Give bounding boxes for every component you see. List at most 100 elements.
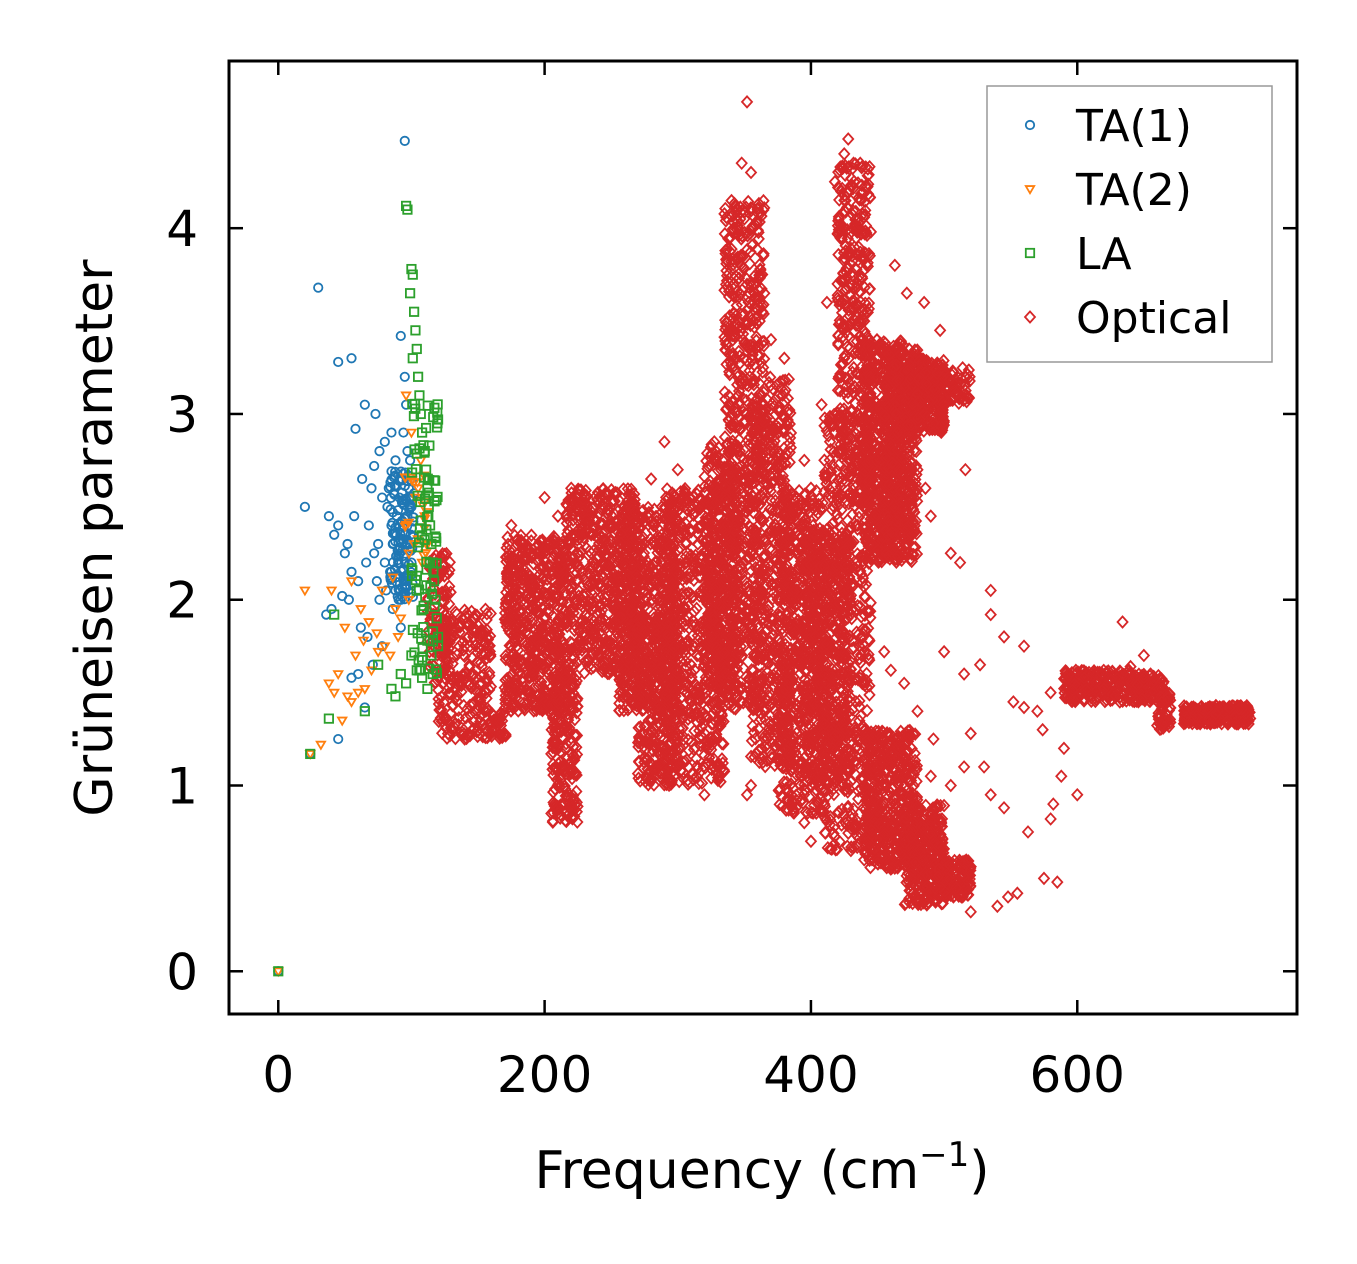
data-point bbox=[503, 552, 516, 567]
data-point bbox=[550, 735, 564, 749]
data-point bbox=[548, 682, 561, 697]
data-point bbox=[493, 708, 506, 723]
data-point bbox=[593, 516, 606, 531]
data-point bbox=[533, 674, 547, 688]
data-point bbox=[527, 681, 540, 696]
data-point bbox=[503, 590, 516, 605]
data-point bbox=[611, 562, 625, 577]
data-point bbox=[567, 495, 580, 509]
data-point bbox=[446, 622, 459, 637]
data-point bbox=[515, 653, 529, 668]
data-point bbox=[548, 535, 561, 549]
data-point bbox=[593, 647, 606, 662]
data-point bbox=[470, 670, 483, 684]
data-point bbox=[570, 556, 583, 570]
data-point bbox=[459, 616, 473, 631]
data-point bbox=[606, 550, 620, 565]
data-point bbox=[475, 647, 488, 661]
data-point bbox=[471, 654, 484, 669]
data-point bbox=[442, 680, 456, 695]
data-point bbox=[437, 604, 450, 619]
data-point bbox=[559, 684, 573, 699]
data-point bbox=[516, 567, 530, 582]
data-point bbox=[486, 707, 499, 722]
data-point bbox=[541, 697, 555, 711]
data-point bbox=[588, 585, 602, 600]
data-point bbox=[608, 494, 621, 508]
data-point bbox=[596, 579, 609, 593]
data-point bbox=[438, 569, 451, 583]
data-point bbox=[562, 523, 575, 538]
data-point bbox=[585, 595, 599, 610]
data-point bbox=[604, 559, 617, 573]
data-point bbox=[509, 684, 523, 699]
data-point bbox=[624, 496, 638, 510]
data-point bbox=[515, 632, 528, 647]
data-point bbox=[524, 684, 537, 699]
data-point bbox=[471, 729, 484, 744]
data-point bbox=[460, 631, 474, 646]
data-point bbox=[564, 573, 577, 588]
data-point bbox=[537, 634, 551, 649]
data-point bbox=[604, 518, 617, 532]
data-point bbox=[457, 698, 470, 713]
data-point bbox=[597, 544, 611, 559]
data-point bbox=[518, 596, 531, 611]
data-point bbox=[570, 740, 583, 755]
data-point bbox=[616, 506, 629, 520]
data-point bbox=[569, 599, 583, 614]
data-point bbox=[446, 698, 459, 713]
data-point bbox=[599, 661, 612, 676]
data-point bbox=[572, 624, 586, 639]
data-point bbox=[563, 609, 576, 624]
data-point bbox=[520, 697, 533, 711]
data-point bbox=[594, 563, 607, 577]
data-point bbox=[559, 690, 572, 705]
data-point bbox=[548, 741, 561, 755]
data-point bbox=[594, 541, 607, 556]
data-point bbox=[529, 631, 542, 646]
data-point bbox=[622, 493, 635, 508]
data-point bbox=[527, 556, 540, 571]
data-point bbox=[541, 665, 554, 680]
data-point bbox=[452, 710, 466, 725]
data-point bbox=[576, 492, 590, 506]
data-point bbox=[524, 686, 538, 700]
data-point bbox=[600, 558, 614, 573]
data-point bbox=[602, 559, 615, 573]
data-point bbox=[568, 671, 581, 685]
data-point bbox=[563, 698, 577, 712]
data-point bbox=[578, 666, 591, 680]
data-point bbox=[495, 713, 509, 728]
data-point bbox=[513, 584, 527, 599]
data-point bbox=[483, 638, 496, 653]
data-point bbox=[500, 592, 513, 607]
data-point bbox=[436, 714, 449, 729]
data-point bbox=[436, 557, 450, 571]
data-point bbox=[474, 678, 487, 693]
data-point bbox=[498, 701, 512, 715]
data-point bbox=[558, 667, 572, 682]
data-point bbox=[530, 618, 544, 632]
data-point bbox=[525, 528, 538, 543]
data-point bbox=[579, 587, 592, 602]
data-point bbox=[552, 622, 565, 637]
data-point bbox=[568, 623, 581, 638]
data-point bbox=[443, 579, 456, 594]
data-point bbox=[570, 728, 584, 743]
data-point bbox=[591, 647, 604, 662]
data-point bbox=[510, 651, 523, 665]
data-point bbox=[524, 661, 537, 676]
data-point bbox=[564, 635, 577, 649]
data-point bbox=[583, 544, 596, 558]
data-point bbox=[562, 558, 575, 573]
data-point bbox=[595, 598, 608, 613]
data-point bbox=[567, 701, 580, 716]
data-point bbox=[499, 600, 512, 615]
data-point bbox=[482, 665, 496, 680]
data-point bbox=[563, 725, 576, 740]
data-point bbox=[562, 536, 576, 551]
data-point bbox=[433, 703, 446, 717]
data-point bbox=[566, 541, 579, 556]
